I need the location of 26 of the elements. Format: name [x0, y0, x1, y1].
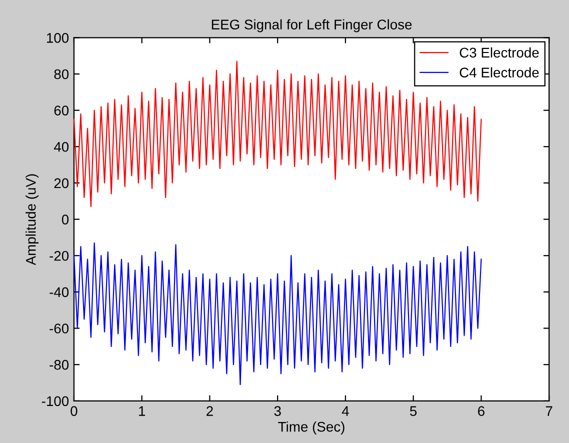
x-tick-label: 1 [139, 406, 146, 416]
x-tick-label: 6 [478, 406, 484, 416]
y-axis-title: Amplitude (uV) [26, 174, 39, 266]
y-tick-label: -60 [50, 324, 69, 334]
y-tick-label: -40 [50, 287, 69, 298]
y-tick-label: -20 [50, 250, 69, 261]
y-tick-label: 20 [54, 178, 69, 188]
line-series [73, 60, 482, 208]
x-tick-label: 5 [410, 406, 417, 416]
x-tick-label: 4 [342, 406, 349, 416]
y-tick-label: -80 [50, 360, 69, 370]
x-tick-label: 7 [546, 406, 552, 416]
y-tick-label: 60 [54, 106, 69, 116]
x-tick-label: 0 [70, 406, 78, 416]
chart-title: EEG Signal for Left Finger Close [212, 19, 412, 32]
y-tick-label: 40 [54, 142, 69, 152]
x-tick-label: 2 [206, 406, 213, 416]
x-axis-title: Time (Sec) [278, 422, 344, 434]
x-tick-label: 3 [274, 406, 281, 416]
line-series [73, 242, 482, 386]
y-tick-label: 100 [46, 32, 69, 43]
legend-label: C4 Electrode [460, 67, 539, 78]
y-tick-label: -100 [42, 396, 69, 406]
legend-label: C3 Electrode [460, 47, 539, 58]
y-tick-label: 80 [54, 69, 69, 80]
y-tick-label: 0 [62, 214, 69, 224]
